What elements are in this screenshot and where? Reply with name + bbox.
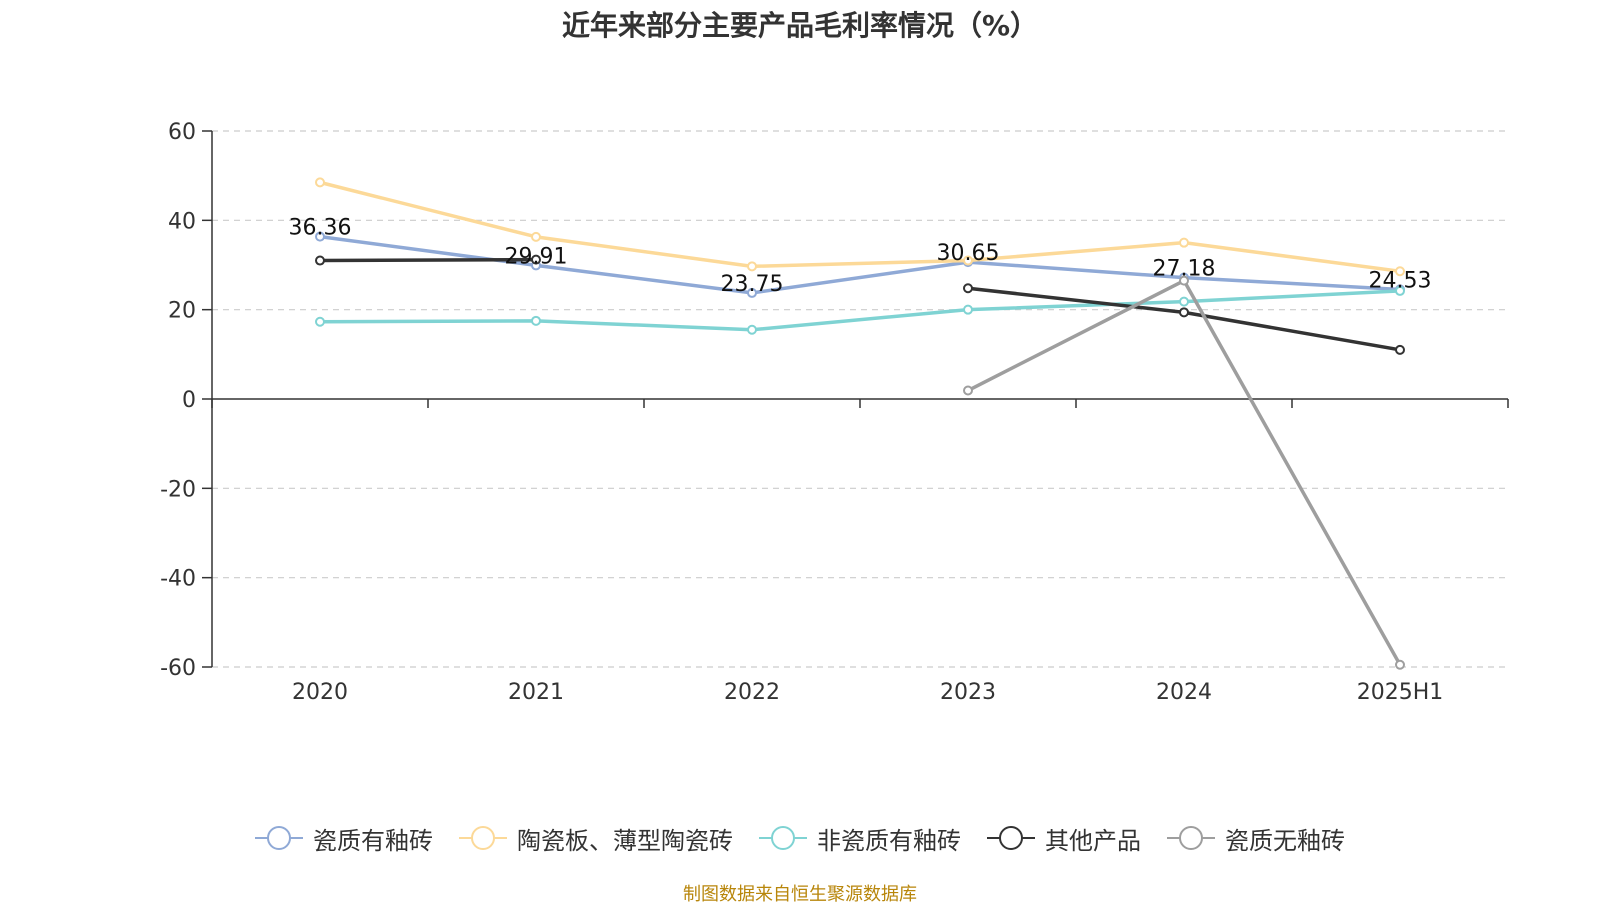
data-point: [1179, 237, 1189, 248]
legend-item[interactable]: 非瓷质有釉砖: [759, 821, 961, 856]
y-tick-label: 40: [168, 209, 196, 234]
y-tick-label: 20: [168, 299, 196, 324]
data-point: [1395, 285, 1405, 296]
data-point: [315, 255, 325, 266]
source-note: 制图数据来自恒生聚源数据库: [683, 884, 917, 905]
y-tick-label: -40: [160, 567, 196, 592]
data-point: [1179, 275, 1189, 286]
legend-item[interactable]: 陶瓷板、薄型陶瓷砖: [459, 821, 733, 856]
data-point: [315, 316, 325, 327]
legend-label: 瓷质无釉砖: [1225, 826, 1345, 855]
data-point: [1179, 307, 1189, 318]
data-label: 24.53: [1369, 268, 1432, 293]
x-tick-label: 2022: [724, 680, 780, 705]
legend-label: 其他产品: [1045, 826, 1141, 855]
series-line: [319, 257, 537, 263]
legend-label: 非瓷质有釉砖: [817, 826, 961, 855]
data-label-layer: 36.36 29.91 23.75 30.65 27.18 24.53: [289, 216, 1432, 297]
data-point: [747, 324, 757, 335]
legend-label: 瓷质有釉砖: [313, 826, 433, 855]
data-point: [531, 254, 541, 265]
data-label: 36.36: [289, 216, 352, 241]
data-point: [1179, 296, 1189, 307]
series-line: [319, 180, 1401, 273]
data-label: 30.65: [937, 241, 1000, 266]
legend-swatch-icon: [759, 826, 807, 850]
legend-swatch-icon: [1167, 826, 1215, 850]
x-tick-label: 2025H1: [1357, 680, 1444, 705]
series-layer: [315, 177, 1405, 670]
data-point: [315, 231, 325, 242]
legend-item[interactable]: 瓷质无釉砖: [1167, 821, 1345, 856]
data-point: [963, 283, 973, 294]
legend-swatch-icon: [987, 826, 1035, 850]
data-point: [747, 261, 757, 272]
x-tick-label: 2020: [292, 680, 348, 705]
x-tick-label: 2023: [940, 680, 996, 705]
legend-swatch-icon: [255, 826, 303, 850]
data-point: [963, 304, 973, 315]
data-point: [531, 315, 541, 326]
data-point: [963, 385, 973, 396]
x-tick-label: 2021: [508, 680, 564, 705]
data-point: [1395, 659, 1405, 670]
legend-label: 陶瓷板、薄型陶瓷砖: [517, 826, 733, 855]
data-label: 29.91: [505, 244, 568, 269]
axis-layer: 60 40 20 0 -20 -40 -60 2020 2021 2022 2023 2024 2025…: [160, 120, 1509, 705]
x-tick-label: 2024: [1156, 680, 1212, 705]
data-point: [315, 177, 325, 188]
data-point: [1395, 344, 1405, 355]
data-point: [963, 255, 973, 266]
data-point: [1395, 266, 1405, 277]
chart-title: 近年来部分主要产品毛利率情况（%）: [561, 9, 1039, 42]
grid-layer: [212, 130, 1508, 668]
data-point: [747, 287, 757, 298]
y-tick-label: 60: [168, 120, 196, 145]
series-line: [319, 289, 1401, 332]
data-label: 27.18: [1153, 257, 1216, 282]
y-tick-label: -60: [160, 656, 196, 681]
y-tick-label: -20: [160, 477, 196, 502]
legend-item[interactable]: 瓷质有釉砖: [255, 821, 433, 856]
y-tick-label: 0: [182, 388, 196, 413]
legend-item[interactable]: 其他产品: [987, 821, 1141, 856]
legend-swatch-icon: [459, 826, 507, 850]
legend: 瓷质有釉砖 陶瓷板、薄型陶瓷砖 非瓷质有釉砖 其他产品 瓷质无釉砖: [0, 820, 1600, 856]
data-label: 23.75: [721, 272, 784, 297]
data-point: [531, 231, 541, 242]
